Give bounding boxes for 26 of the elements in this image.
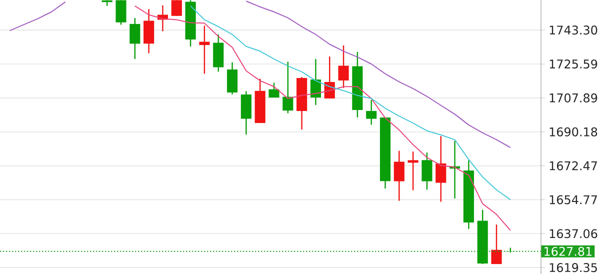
y-tick-label: 1743.30	[550, 26, 598, 35]
candlestick	[338, 44, 349, 89]
y-tick-label: 1654.77	[550, 195, 597, 204]
candlestick	[282, 61, 294, 114]
y-tick-label: 1637.06	[550, 229, 598, 238]
candlestick	[268, 82, 280, 98]
y-tick-label: 1690.18	[550, 127, 598, 136]
y-tick-label: 1672.47	[550, 161, 597, 170]
candlestick	[366, 99, 377, 126]
y-tick-label: 1707.89	[550, 93, 598, 102]
candlestick	[408, 150, 418, 191]
candlestick	[171, 0, 182, 16]
candlestick	[394, 150, 404, 202]
candlestick	[130, 17, 140, 60]
y-tick-label: 1619.35	[550, 263, 597, 272]
candlestick	[199, 25, 210, 74]
candlestick	[116, 0, 126, 26]
candlestick	[310, 58, 321, 106]
candlestick	[226, 62, 238, 96]
candlestick	[491, 224, 502, 265]
ref-line-label: 1627.81	[544, 246, 592, 256]
candlestick	[436, 135, 446, 202]
line-series	[134, 5, 511, 231]
y-tick-label: 1725.59	[550, 59, 598, 69]
candlestick	[422, 152, 432, 190]
candlestick	[144, 8, 154, 54]
